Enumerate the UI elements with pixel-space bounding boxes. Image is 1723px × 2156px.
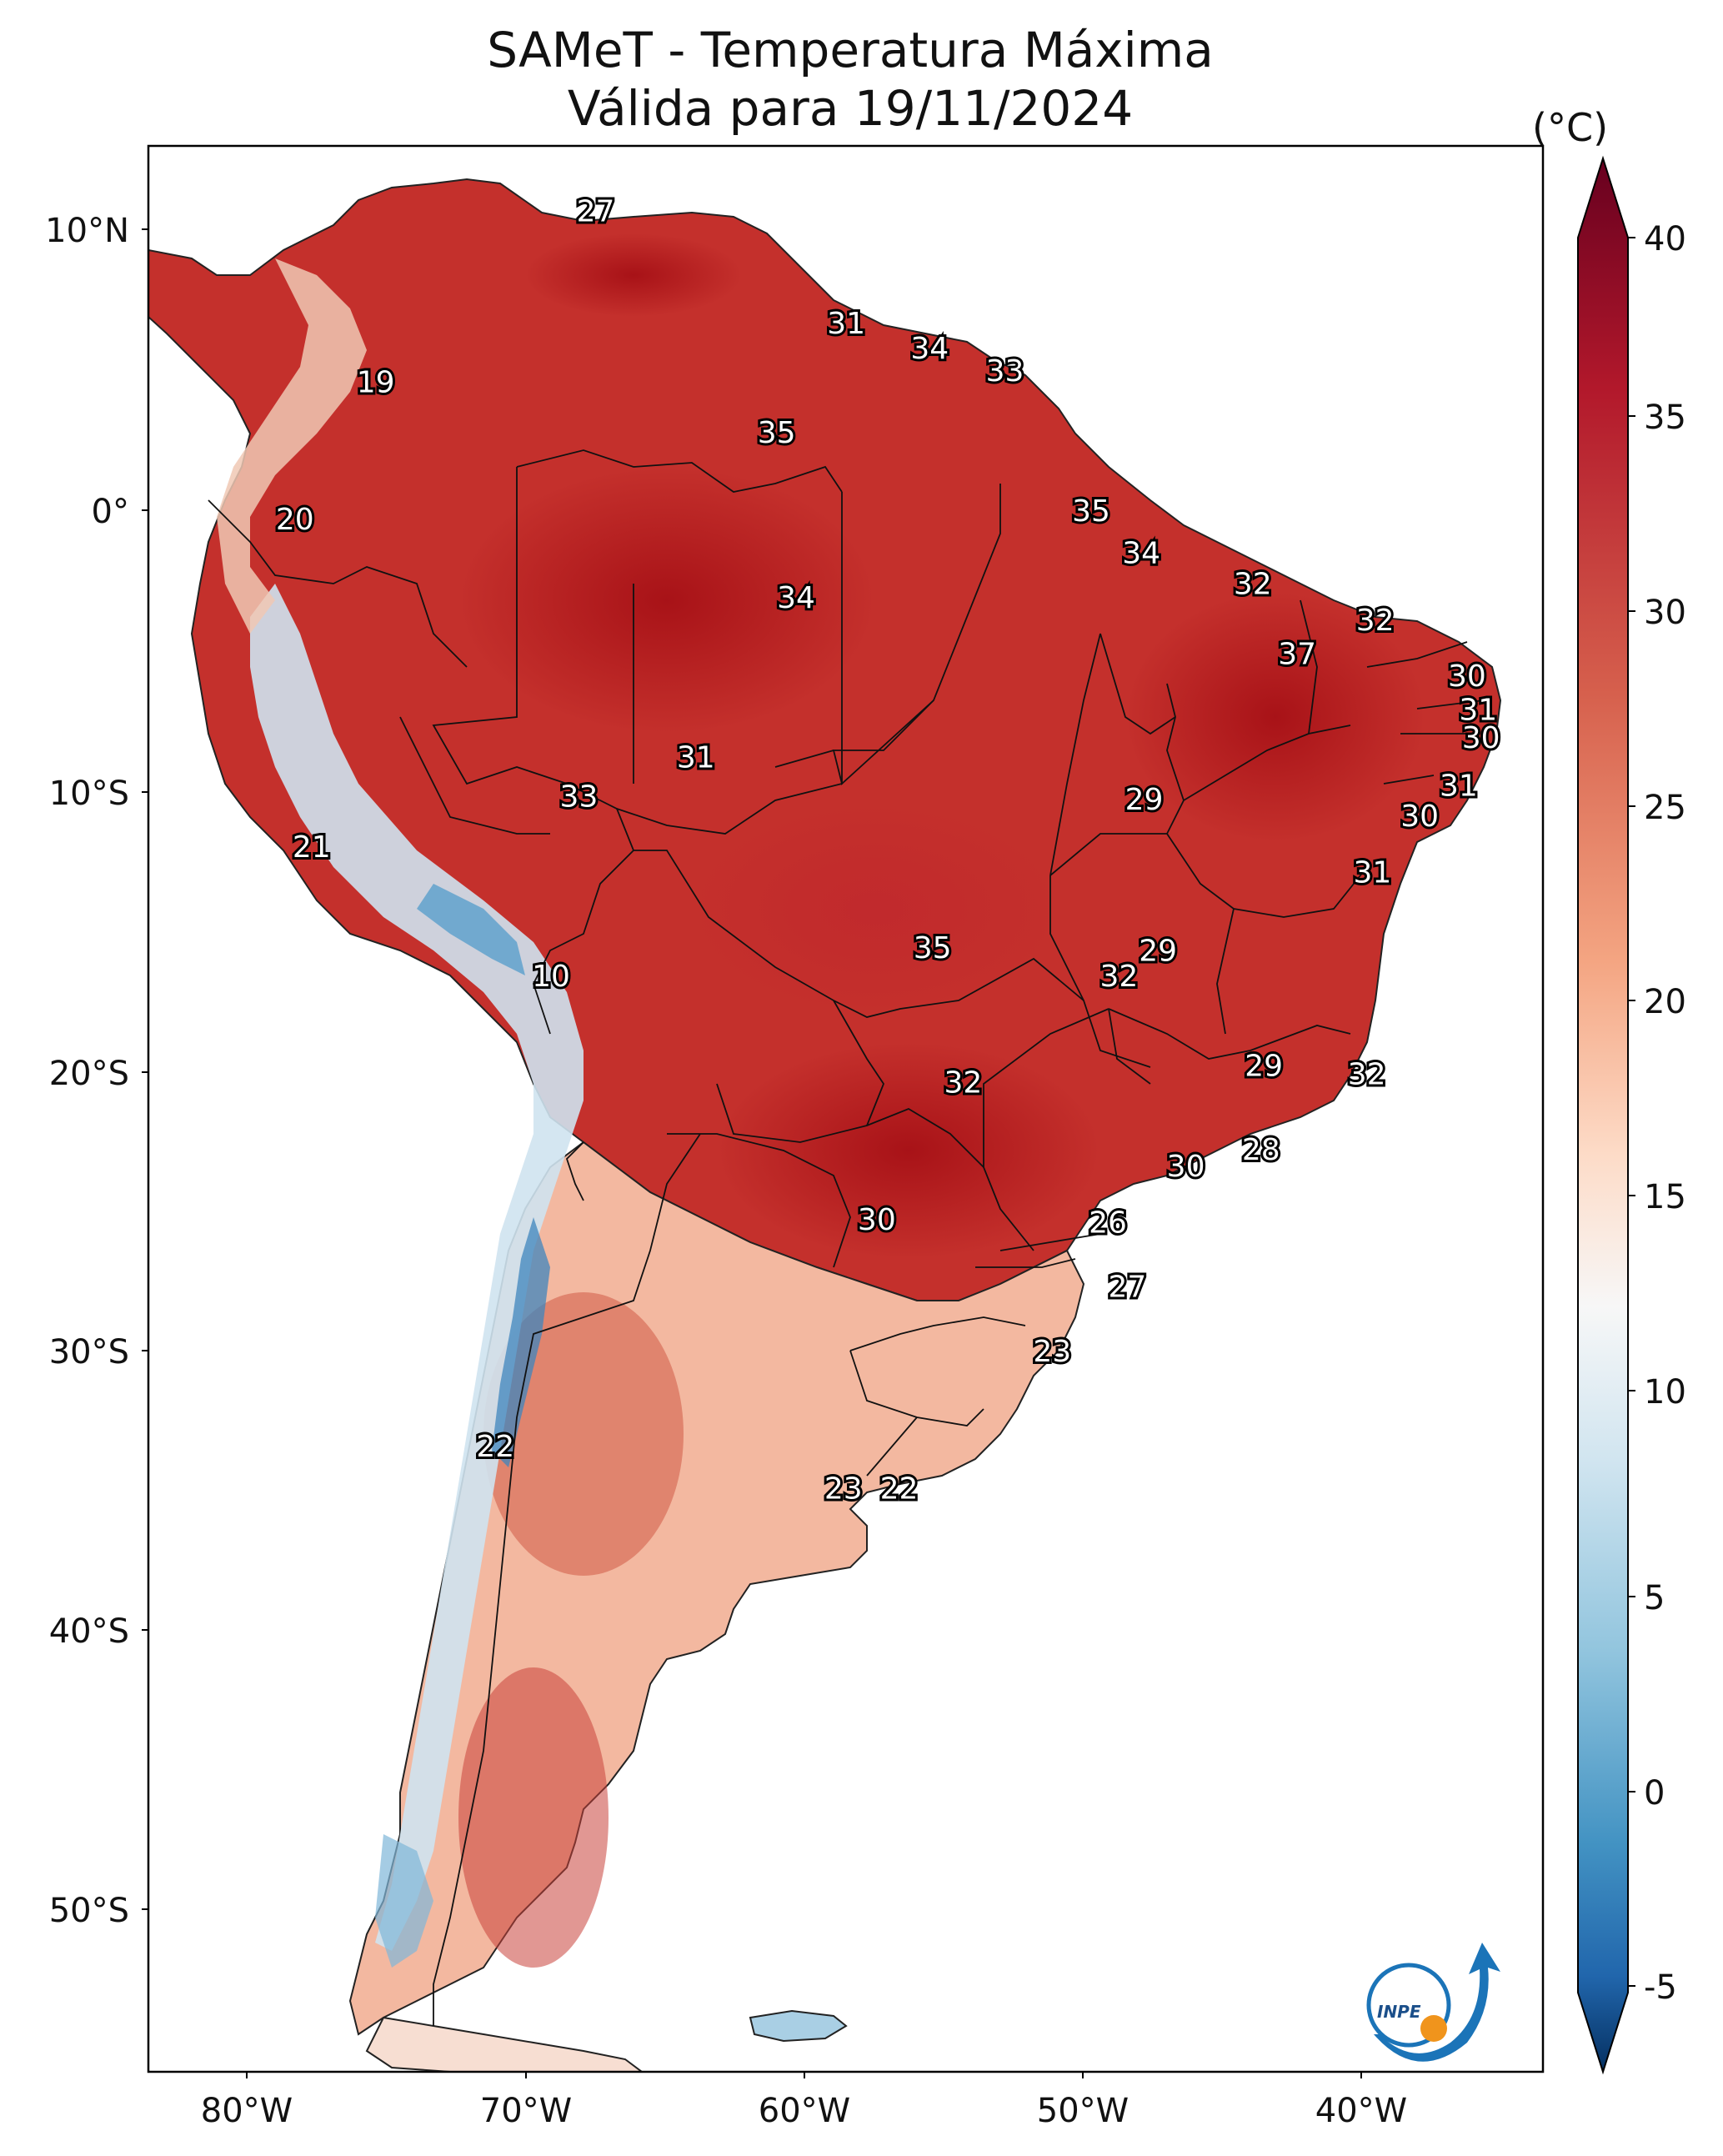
lat-label: 0° <box>92 493 129 531</box>
temperature-label: 30 <box>1448 659 1486 694</box>
temperature-label: 30 <box>1400 800 1439 834</box>
colorbar-tick: -5 <box>1644 1968 1677 2007</box>
lat-label: 50°S <box>49 1892 129 1930</box>
tierra-del-fuego <box>365 2016 644 2072</box>
temperature-label: 37 <box>1278 637 1316 671</box>
hot-region-pantanal <box>684 800 1067 1017</box>
lon-label: 70°W <box>480 2092 572 2130</box>
temperature-label: 31 <box>1459 694 1497 728</box>
hot-region-central <box>717 1042 1100 1259</box>
colorbar-ticks: 40 35 30 25 20 15 10 5 0 -5 <box>1628 220 1686 2007</box>
temperature-label: 10 <box>532 960 570 994</box>
temperature-label: 33 <box>560 780 599 815</box>
temperature-label: 35 <box>914 931 952 965</box>
colorbar: 40 35 30 25 20 15 10 5 0 -5 <box>1577 155 1686 2075</box>
colorbar-tick: 40 <box>1644 220 1686 258</box>
temperature-label: 27 <box>577 194 615 228</box>
inpe-logo: INPE <box>1366 1943 1500 2062</box>
temperature-label: 31 <box>827 307 865 341</box>
hot-region-northeast <box>1125 592 1425 842</box>
temperature-label: 19 <box>357 365 395 399</box>
temperature-label: 29 <box>1125 783 1164 817</box>
temperature-label: 23 <box>824 1472 863 1507</box>
latitude-labels: 10°N 0° 10°S 20°S 30°S 40°S 50°S <box>45 212 148 1930</box>
lat-label: 40°S <box>49 1612 129 1651</box>
colorbar-unit: (°C) <box>1532 105 1609 150</box>
colorbar-tick: 10 <box>1644 1373 1686 1411</box>
map-frame <box>147 144 1545 2073</box>
continent-north <box>148 178 1502 1301</box>
temperature-label: 34 <box>777 581 815 615</box>
temperature-label: 31 <box>1353 855 1391 890</box>
temperature-label: 28 <box>1242 1133 1280 1167</box>
temperature-label: 32 <box>1234 567 1272 601</box>
colorbar-tick: 0 <box>1644 1774 1665 1813</box>
lon-label: 80°W <box>201 2092 293 2130</box>
temperature-label: 33 <box>986 354 1024 389</box>
temperature-label: 30 <box>858 1203 896 1237</box>
temperature-label: 32 <box>1100 960 1139 994</box>
temperature-label: 32 <box>1356 604 1395 638</box>
temperature-label: 30 <box>1462 721 1500 755</box>
andes-cold-core-south <box>492 1217 550 1467</box>
lon-label: 60°W <box>759 2092 850 2130</box>
temperature-label: 30 <box>1167 1150 1205 1184</box>
temperature-label: 29 <box>1245 1049 1283 1083</box>
figure-title: SAMeT - Temperatura Máxima <box>487 22 1214 78</box>
andes-cold-core <box>417 884 525 975</box>
temperature-label: 29 <box>1139 935 1177 969</box>
longitude-labels: 80°W 70°W 60°W 50°W 40°W <box>201 2072 1407 2130</box>
hot-region-north <box>525 233 742 317</box>
temperature-label: 22 <box>476 1430 514 1464</box>
temperature-label: 34 <box>1122 536 1160 570</box>
temperature-label: 32 <box>1348 1057 1386 1091</box>
lat-label: 30°S <box>49 1333 129 1371</box>
temperature-label: 23 <box>1033 1335 1071 1369</box>
logo-ring <box>1366 1963 1451 2048</box>
temperature-label: 35 <box>758 416 796 450</box>
patagonia-cold-core <box>375 1834 433 1968</box>
colorbar-tick: 15 <box>1644 1178 1686 1216</box>
hot-region-amazon <box>458 467 875 734</box>
temperature-label: 34 <box>910 332 949 366</box>
figure-subtitle: Válida para 19/11/2024 <box>567 80 1134 137</box>
temperature-label: 31 <box>677 741 715 775</box>
temperature-label: 27 <box>1109 1271 1147 1305</box>
temperature-label: 32 <box>944 1065 982 1100</box>
colorbar-bar <box>1577 155 1629 2075</box>
colorbar-tick: 30 <box>1644 594 1686 632</box>
lat-label: 20°S <box>49 1055 129 1093</box>
warm-region-patagonia-south <box>458 1667 609 1968</box>
colorbar-tick: 25 <box>1644 789 1686 827</box>
lon-label: 40°W <box>1315 2092 1407 2130</box>
colorbar-tick: 35 <box>1644 399 1686 437</box>
lat-label: 10°N <box>45 212 129 250</box>
temperature-label: 21 <box>293 830 331 865</box>
political-borders <box>208 449 1485 2026</box>
temperature-label: 26 <box>1089 1206 1127 1240</box>
logo-text: INPE <box>1377 2002 1421 2022</box>
temperature-label: 20 <box>276 503 314 537</box>
map-axes: 10°N 0° 10°S 20°S 30°S 40°S 50°S 80°W 70… <box>45 212 1407 2130</box>
temperature-label: 31 <box>1440 769 1478 803</box>
colorbar-tick: 20 <box>1644 983 1686 1021</box>
lat-label: 10°S <box>49 775 129 813</box>
colombia-cool-band <box>217 258 367 634</box>
colorbar-tick: 5 <box>1644 1579 1665 1617</box>
logo-dot <box>1420 2015 1447 2042</box>
logo-swoosh <box>1374 1943 1500 2062</box>
falkland-islands <box>749 2009 848 2043</box>
lon-label: 50°W <box>1037 2092 1129 2130</box>
temperature-label: 22 <box>880 1472 919 1507</box>
temperature-label: 35 <box>1072 494 1110 529</box>
